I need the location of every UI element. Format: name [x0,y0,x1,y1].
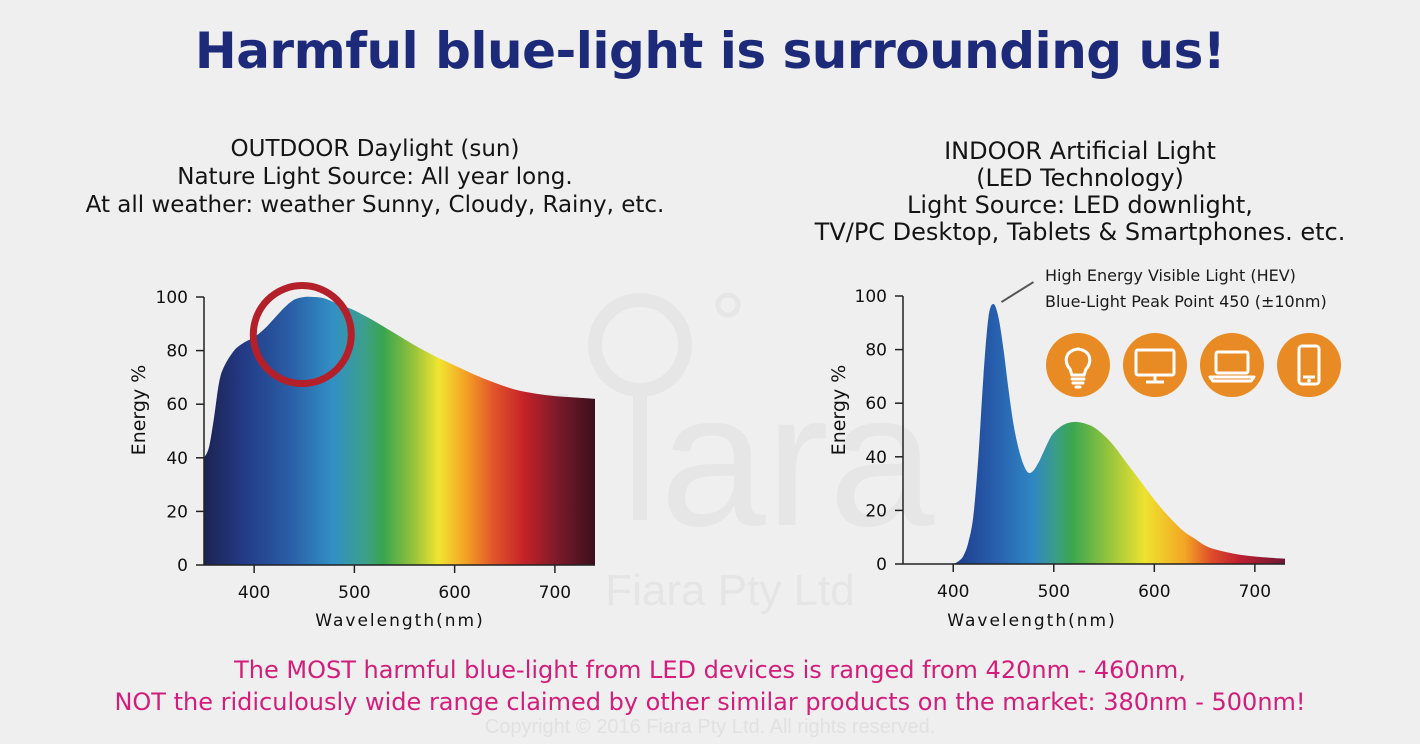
indoor-header: INDOOR Artificial Light (LED Technology)… [770,138,1390,246]
y-tick-label: 100 [156,288,188,308]
y-tick-label: 80 [166,342,188,362]
outdoor-header-line: At all weather: weather Sunny, Cloudy, R… [85,192,665,218]
watermark-text: Fiara Pty Ltd [605,566,855,615]
y-tick-label: 80 [865,341,887,361]
footer-line: NOT the ridiculously wide range claimed … [114,688,1306,716]
indoor-header-line: INDOOR Artificial Light [944,137,1216,165]
svg-text:ara: ara [660,354,935,566]
y-tick-label: 40 [865,448,887,468]
copyright-text: Copyright © 2016 Fiara Pty Ltd. All righ… [484,716,936,738]
y-tick-label: 20 [865,501,887,521]
outdoor-header-line: OUTDOOR Daylight (sun) [230,136,520,162]
x-tick-label: 700 [1239,582,1271,602]
x-tick-label: 500 [1038,582,1070,602]
hev-annotation-line: High Energy Visible Light (HEV) [1045,266,1296,285]
y-tick-label: 100 [855,287,887,307]
indoor-header-line: (LED Technology) [976,164,1184,192]
indoor-header-line: TV/PC Desktop, Tablets & Smartphones. et… [814,218,1346,246]
x-axis-label: Wavelength(nm) [315,611,484,631]
indoor-header-line: Light Source: LED downlight, [907,191,1253,219]
y-tick-label: 0 [177,556,188,576]
y-tick-label: 60 [865,394,887,414]
footer-line: The MOST harmful blue-light from LED dev… [234,656,1186,684]
spectrum-area [204,296,595,565]
outdoor-header: OUTDOOR Daylight (sun) Nature Light Sour… [40,135,710,219]
x-tick-label: 400 [937,582,969,602]
x-tick-label: 600 [1138,582,1170,602]
desktop-monitor-icon [1123,333,1187,397]
x-tick-label: 600 [438,583,470,603]
y-tick-label: 0 [876,555,887,575]
y-axis-label: Energy % [128,365,150,456]
y-tick-label: 20 [166,502,188,522]
indoor-spectrum-chart: 0 20 40 60 80 100 400 500 600 700 Energy % Waveleng… [828,281,1285,631]
y-axis-label: Energy % [828,365,850,456]
y-tick-label: 60 [166,395,188,415]
hev-pointer-line [1000,281,1035,303]
x-tick-label: 500 [338,583,370,603]
spectrum-area [953,304,1285,564]
x-tick-label: 700 [539,583,571,603]
laptop-icon [1200,333,1264,397]
outdoor-spectrum-chart: 0 20 40 60 80 100 400 500 600 700 Energy % Waveleng… [128,282,595,631]
x-tick-label: 400 [238,583,270,603]
highlight-circle [249,282,355,388]
page-title: Harmful blue-light is surrounding us! [194,22,1226,80]
y-tick-label: 40 [166,449,188,469]
hev-annotation-line: Blue-Light Peak Point 450 (±10nm) [1045,292,1327,311]
outdoor-header-line: Nature Light Source: All year long. [177,164,573,190]
x-axis-label: Wavelength(nm) [947,611,1116,631]
light-bulb-icon [1046,333,1110,397]
smartphone-icon [1277,333,1341,397]
